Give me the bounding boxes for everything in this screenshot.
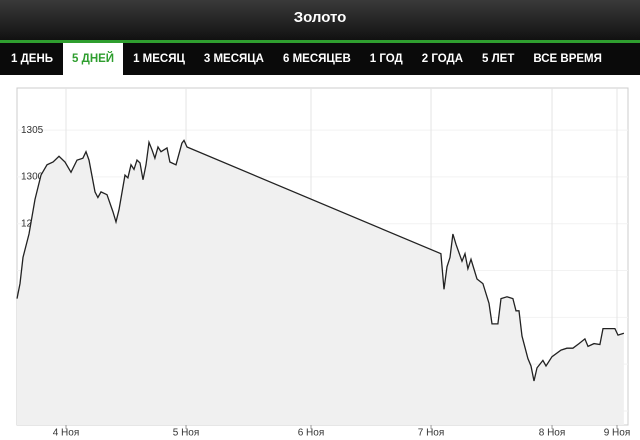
tab-bar: 1 ДЕНЬ 5 ДНЕЙ 1 МЕСЯЦ 3 МЕСЯЦА 6 МЕСЯЦЕВ 1 ГО… xyxy=(0,43,640,75)
x-tick-label: 4 Ноя xyxy=(53,428,80,439)
tab[interactable]: 6 МЕСЯЦЕВ xyxy=(283,53,351,65)
x-tick-label: 9 Ноя xyxy=(604,428,631,439)
tab[interactable]: 3 МЕСЯЦА xyxy=(203,53,264,65)
x-tick-label: 8 Ноя xyxy=(539,428,566,439)
area xyxy=(17,140,624,425)
x-tick-label: 7 Ноя xyxy=(418,428,445,439)
header: Золото xyxy=(0,0,640,43)
line xyxy=(16,139,625,382)
tab[interactable]: 5 ДНЕЙ xyxy=(63,43,124,75)
tab[interactable]: 5 ЛЕТ xyxy=(482,53,515,65)
tab[interactable]: ВСЕ ВРЕМЯ xyxy=(533,53,602,65)
y-tick-label: 1300 xyxy=(21,172,44,183)
x-tick-label: 5 Ноя xyxy=(173,428,200,439)
tab[interactable]: 2 ГОДА xyxy=(421,53,463,65)
title: Золото xyxy=(293,9,347,26)
tab[interactable]: 1 МЕСЯЦ xyxy=(133,53,185,65)
tab[interactable]: 1 ГОД xyxy=(369,53,403,65)
x-tick-label: 6 Ноя xyxy=(298,428,325,439)
tab[interactable]: 1 ДЕНЬ xyxy=(11,53,54,65)
y-tick-label: 1305 xyxy=(21,125,44,136)
